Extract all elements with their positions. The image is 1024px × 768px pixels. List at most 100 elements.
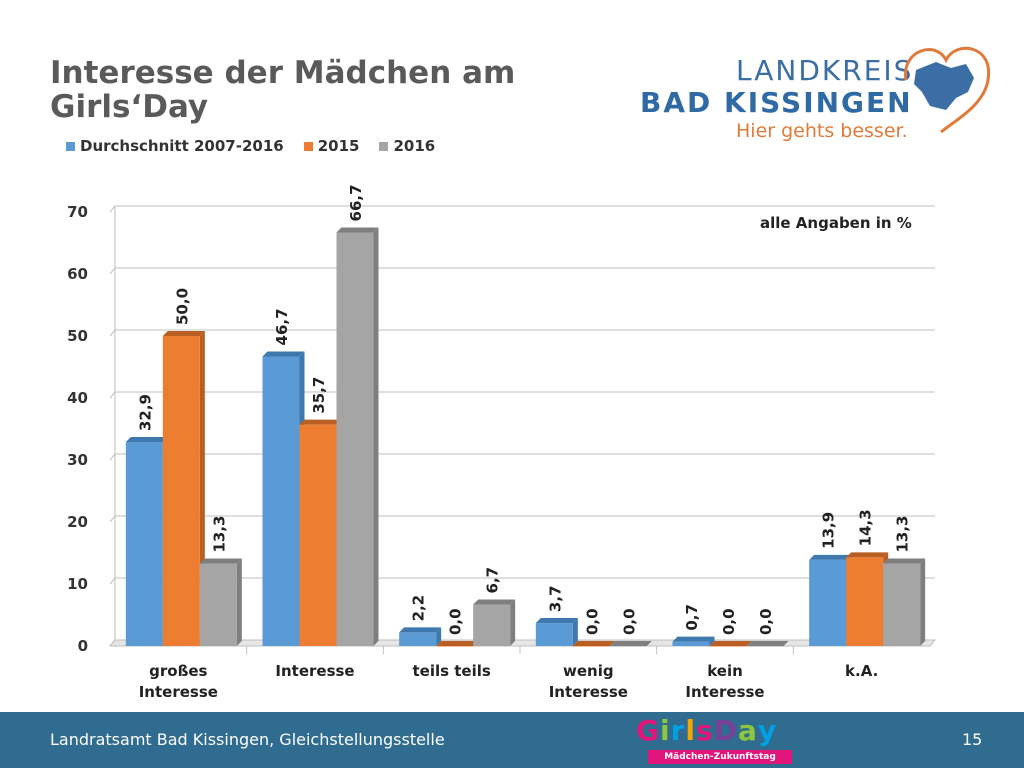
landkreis-logo: LANDKREIS BAD KISSINGEN Hier gehts besse… <box>636 40 996 150</box>
bar <box>399 632 437 646</box>
data-label: 32,9 <box>136 394 154 431</box>
data-label: 6,7 <box>484 567 502 594</box>
bar <box>609 646 647 647</box>
page-number: 15 <box>962 730 983 749</box>
bar-top <box>746 641 789 646</box>
girlsday-word-text: GirlsDay <box>636 714 777 747</box>
bar-top <box>572 641 615 646</box>
bar-top <box>609 641 652 646</box>
bar <box>436 646 474 647</box>
bar <box>162 336 200 646</box>
bar-side <box>373 227 379 646</box>
legend-label: Durchschnitt 2007-2016 <box>80 137 284 155</box>
bar <box>746 646 784 647</box>
logo-line-1: LANDKREIS <box>736 54 914 87</box>
y-tick-label: 10 <box>67 575 88 593</box>
bar-top <box>336 227 379 233</box>
x-category-label: Interesse <box>549 683 628 701</box>
bar <box>572 646 610 647</box>
grid-depth-line <box>109 267 116 275</box>
legend-swatch <box>66 141 75 151</box>
x-category-label: Interesse <box>275 662 354 680</box>
bar-top <box>436 641 479 646</box>
data-label: 0,0 <box>757 608 775 635</box>
y-tick-label: 50 <box>67 327 88 345</box>
data-label: 13,9 <box>820 512 838 549</box>
girlsday-letter: i <box>659 714 671 747</box>
grid-depth-line <box>109 391 116 399</box>
data-label: 0,0 <box>620 608 638 635</box>
data-label: 0,7 <box>683 604 701 631</box>
data-label: 2,2 <box>410 595 428 622</box>
units-note: alle Angaben in % <box>760 214 912 232</box>
bar-top <box>399 627 442 633</box>
girlsday-letter: D <box>713 714 738 747</box>
title-line-1: Interesse der Mädchen am <box>50 55 516 91</box>
legend-label: 2015 <box>317 137 360 155</box>
girlsday-letter: r <box>670 714 686 747</box>
girlsday-letter: y <box>757 714 778 747</box>
footer-text: Landratsamt Bad Kissingen, Gleichstellun… <box>50 730 445 749</box>
x-category-label: Interesse <box>139 683 218 701</box>
legend-item-average: Durchschnitt 2007-2016 <box>66 137 284 155</box>
bar-top <box>299 419 342 425</box>
bar-side <box>510 599 516 646</box>
data-label: 0,0 <box>447 608 465 635</box>
plot-depth-edge <box>109 206 116 647</box>
data-label: 35,7 <box>310 377 328 414</box>
bar <box>199 563 237 646</box>
title-line-2: Girls‘Day <box>50 89 209 125</box>
grid-depth-line <box>109 205 116 213</box>
bar-top <box>262 351 305 357</box>
legend-item-2016: 2016 <box>379 137 435 155</box>
x-category-label: Interesse <box>685 683 764 701</box>
y-tick-label: 40 <box>67 389 88 407</box>
bar-chart: 0 10 20 30 40 50 60 70 32,9 50,0 13,3 großes Interes… <box>67 184 937 701</box>
bar-side <box>920 558 926 646</box>
bar-top <box>709 641 752 646</box>
girlsday-letter: a <box>737 714 758 747</box>
logo-tagline: Hier gehts besser. <box>736 120 908 142</box>
x-category-label: großes <box>149 662 207 680</box>
bar-top <box>535 618 578 624</box>
data-label: 0,0 <box>720 608 738 635</box>
bar-top <box>809 554 852 560</box>
bar <box>535 623 573 646</box>
bar-side <box>436 627 442 646</box>
y-tick-label: 60 <box>67 265 88 283</box>
chart-legend: Durchschnitt 2007-2016 2015 2016 <box>66 137 435 155</box>
bar-top <box>473 599 516 605</box>
bar <box>846 557 884 646</box>
y-tick-label: 20 <box>67 513 88 531</box>
logo-line-2: BAD KISSINGEN <box>640 86 913 119</box>
girlsday-subtitle: Mädchen-Zukunftstag <box>648 750 792 764</box>
girlsday-letter: G <box>636 714 660 747</box>
data-label: 50,0 <box>173 288 191 325</box>
girlsday-letter: l <box>685 714 697 747</box>
bar <box>125 442 163 646</box>
data-label: 46,7 <box>273 308 291 345</box>
grid-depth-line <box>109 577 116 585</box>
bar-top <box>672 636 715 642</box>
bar-top <box>199 558 242 564</box>
bar <box>262 356 300 646</box>
bar <box>709 646 747 647</box>
y-tick-label: 0 <box>78 637 88 655</box>
bar-top <box>162 331 205 336</box>
x-category-label: teils teils <box>412 662 490 680</box>
bar <box>672 641 710 646</box>
bar <box>299 424 337 646</box>
bar-side <box>572 618 578 646</box>
x-category-label: k.A. <box>845 662 878 680</box>
bar-top <box>883 558 926 564</box>
data-label: 3,7 <box>546 585 564 612</box>
bar <box>473 604 511 646</box>
legend-item-2015: 2015 <box>303 137 360 155</box>
data-label: 0,0 <box>583 608 601 635</box>
bar <box>809 559 847 646</box>
x-category-label: wenig <box>563 662 614 680</box>
footer-bar: Landratsamt Bad Kissingen, Gleichstellun… <box>0 712 1024 768</box>
data-label: 13,3 <box>210 516 228 553</box>
grid-depth-line <box>109 453 116 461</box>
bar <box>883 563 921 646</box>
